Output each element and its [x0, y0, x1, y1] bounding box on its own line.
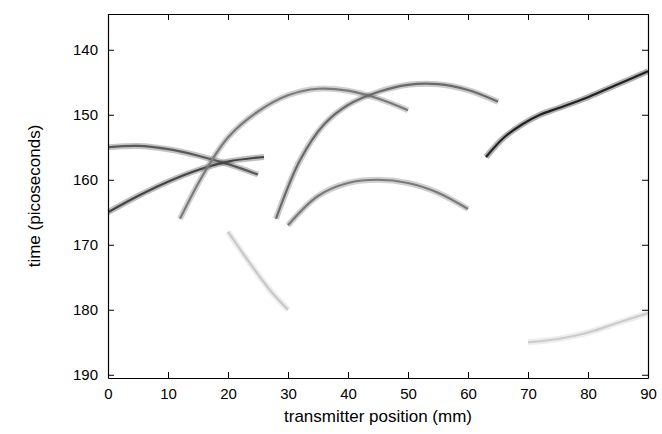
curve: [180, 89, 408, 219]
x-tick: 80: [580, 372, 597, 402]
x-tick: [408, 14, 409, 20]
y-tick-label: 180: [73, 301, 98, 318]
x-tick-mark: [588, 14, 589, 20]
x-tick: [588, 14, 589, 20]
x-axis-line: [109, 14, 649, 15]
x-tick-mark: [228, 14, 229, 20]
y-axis: 140 150 160 170 180 190: [73, 15, 114, 384]
y-axis-title: time (picoseconds): [25, 125, 44, 268]
y-tick-mark: [108, 310, 114, 311]
curve-halo: [528, 313, 648, 342]
x-tick-label: 70: [520, 385, 537, 402]
y-tick-mark: [642, 245, 648, 246]
x-tick: 10: [160, 372, 177, 402]
x-tick-label: 20: [220, 385, 237, 402]
curve-halo: [180, 89, 408, 219]
y-tick-mark: [642, 50, 648, 51]
x-axis: 0 10 20 30 40 50 60 70 80 90: [104, 372, 657, 402]
y-tick: [642, 115, 648, 116]
x-tick-label: 90: [640, 385, 657, 402]
y-tick: 190: [73, 366, 114, 383]
x-tick: [348, 14, 349, 20]
x-tick-label: 50: [400, 385, 417, 402]
curve: [288, 180, 468, 226]
x-tick: 70: [520, 372, 537, 402]
x-tick-mark: [468, 372, 469, 378]
plot-background: [108, 14, 648, 378]
y-tick-mark: [108, 50, 114, 51]
x-tick: [468, 14, 469, 20]
curve-halo: [486, 71, 648, 157]
y-tick: 160: [73, 171, 114, 188]
y-tick-mark: [108, 245, 114, 246]
curve: [276, 84, 498, 219]
curve: [486, 71, 648, 157]
x-tick-mark: [228, 372, 229, 378]
x-tick-label: 40: [340, 385, 357, 402]
x-tick-label: 0: [104, 385, 112, 402]
x-tick: [528, 14, 529, 20]
y-tick: [642, 310, 648, 311]
y-tick-label: 140: [73, 41, 98, 58]
y-tick-mark: [108, 180, 114, 181]
x-tick: 50: [400, 372, 417, 402]
x-tick-mark: [528, 372, 529, 378]
x-tick-mark: [348, 372, 349, 378]
x-tick-mark: [528, 14, 529, 20]
x-tick: 60: [460, 372, 477, 402]
x-tick-mark: [408, 372, 409, 378]
x-tick-label: 60: [460, 385, 477, 402]
y-tick-mark: [108, 115, 114, 116]
x-tick-label: 10: [160, 385, 177, 402]
x-axis: [109, 14, 649, 20]
x-tick-mark: [168, 372, 169, 378]
x-axis-title: transmitter position (mm): [284, 407, 472, 426]
x-tick-mark: [288, 372, 289, 378]
x-tick: 40: [340, 372, 357, 402]
x-tick-mark: [168, 14, 169, 20]
x-tick: 20: [220, 372, 237, 402]
y-tick: [642, 50, 648, 51]
y-tick-label: 160: [73, 171, 98, 188]
y-tick-label: 170: [73, 236, 98, 253]
y-tick-mark: [108, 375, 114, 376]
x-tick: 30: [280, 372, 297, 402]
x-tick-mark: [468, 14, 469, 20]
curves: [108, 71, 648, 342]
x-tick-label: 80: [580, 385, 597, 402]
curve-halo: [288, 180, 468, 226]
x-tick-label: 30: [280, 385, 297, 402]
y-tick-label: 190: [73, 366, 98, 383]
y-tick-label: 150: [73, 106, 98, 123]
y-tick: [642, 180, 648, 181]
y-tick: 140: [73, 41, 114, 58]
curve: [528, 313, 648, 342]
curve-halo: [276, 84, 498, 219]
plot: 0 10 20 30 40 50 60 70 80 90 140 150 160 170 180 190: [73, 14, 657, 402]
y-axis-line: [108, 15, 109, 379]
y-axis: [642, 15, 649, 379]
x-tick-mark: [288, 14, 289, 20]
y-tick-mark: [642, 310, 648, 311]
y-tick: [642, 375, 648, 376]
curve-halo: [228, 232, 288, 310]
y-tick-mark: [642, 180, 648, 181]
y-axis-line: [648, 15, 649, 379]
y-tick: 180: [73, 301, 114, 318]
y-tick-mark: [642, 115, 648, 116]
chart: 0 10 20 30 40 50 60 70 80 90 140 150 160 170 180 190 tra…: [0, 0, 662, 434]
curve: [228, 232, 288, 310]
y-tick: [642, 245, 648, 246]
x-axis-line: [109, 378, 649, 379]
x-tick: [168, 14, 169, 20]
x-tick-mark: [348, 14, 349, 20]
x-tick-mark: [588, 372, 589, 378]
x-tick: [228, 14, 229, 20]
x-tick: [288, 14, 289, 20]
y-tick-mark: [642, 375, 648, 376]
y-tick: 170: [73, 236, 114, 253]
x-tick-mark: [408, 14, 409, 20]
y-tick: 150: [73, 106, 114, 123]
